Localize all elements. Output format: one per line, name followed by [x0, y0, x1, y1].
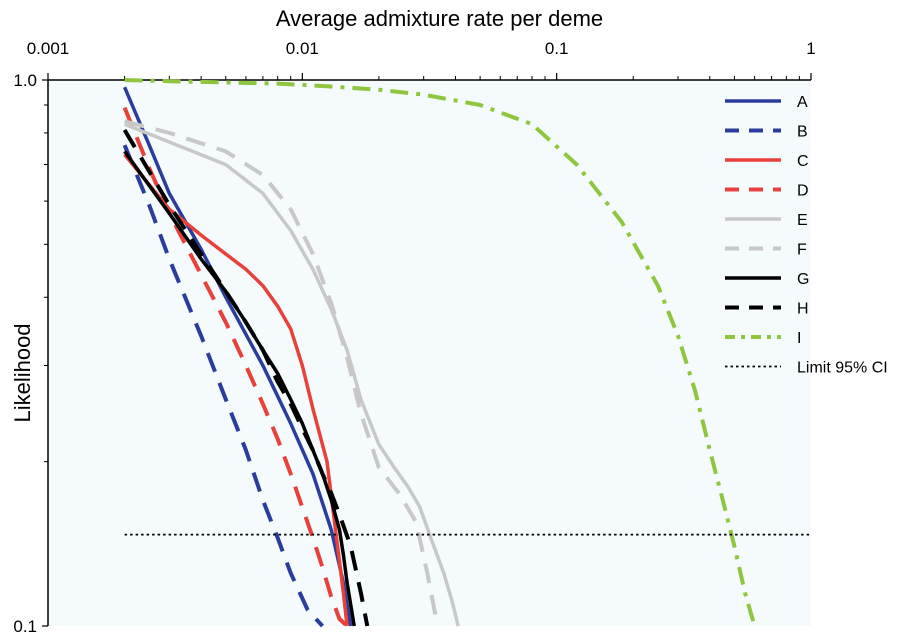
series-line-f [124, 119, 440, 627]
x-tick-label: 0.1 [545, 39, 569, 58]
legend-label: B [797, 124, 808, 141]
series-line-i [124, 78, 757, 627]
series-line-c [123, 153, 349, 627]
legend-label: D [797, 183, 809, 200]
series-line-d [122, 106, 349, 628]
y-tick-label: 0.1 [13, 617, 37, 635]
legend-label: E [797, 212, 808, 229]
series-line-e [123, 122, 460, 627]
legend-label: H [797, 301, 809, 318]
legend-label: C [797, 153, 809, 170]
ticks: 0.001 0.01 0.1 1 1.0 0.1 [13, 39, 815, 635]
legend-label: Limit 95% CI [797, 360, 888, 377]
plot-area [48, 80, 811, 626]
y-tick-label: 1.0 [13, 71, 37, 90]
x-tick-label: 1 [806, 39, 815, 58]
legend-label: F [797, 242, 807, 259]
x-tick-label: 0.01 [286, 39, 319, 58]
legend-label: G [797, 271, 809, 288]
series-line-a [122, 86, 353, 627]
y-axis-title: Likelihood [10, 323, 35, 422]
series-line-h [122, 128, 370, 627]
x-tick-label: 0.001 [27, 39, 70, 58]
series-line-b [122, 144, 324, 628]
series [122, 78, 811, 628]
legend-label: A [797, 94, 808, 111]
x-axis-title: Average admixture rate per deme [276, 6, 603, 31]
legend-label: I [797, 330, 801, 347]
